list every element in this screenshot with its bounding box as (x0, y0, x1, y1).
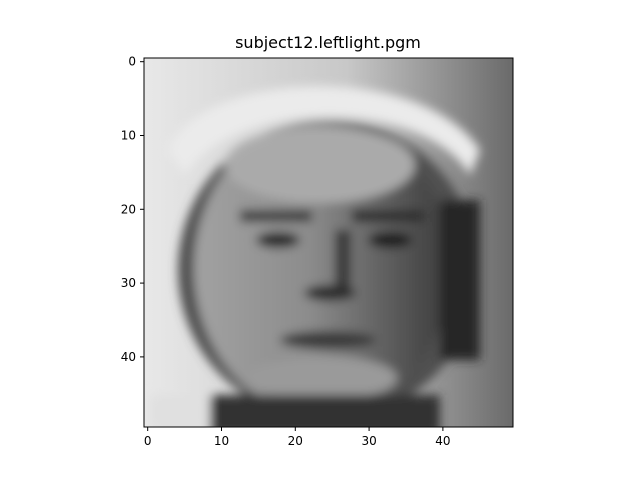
x-tick-label: 20 (288, 434, 303, 448)
y-tick-label: 10 (121, 128, 136, 142)
nostrils (304, 285, 356, 301)
forehead (225, 127, 415, 203)
x-tick-label: 0 (144, 434, 152, 448)
right-shadow (440, 200, 480, 360)
face-region (194, 120, 450, 416)
nose-shadow (335, 230, 351, 290)
y-tick-label: 40 (121, 350, 136, 364)
collar-light (150, 395, 210, 427)
right-eye (368, 232, 412, 248)
x-tick-label: 40 (435, 434, 450, 448)
y-axis-ticks: 0 10 20 30 40 (121, 55, 144, 364)
chin (247, 356, 397, 400)
y-tick-label: 20 (121, 202, 136, 216)
x-axis-ticks: 0 10 20 30 40 (144, 427, 451, 448)
chart-title: subject12.leftlight.pgm (235, 33, 421, 52)
x-tick-label: 30 (361, 434, 376, 448)
cap-band (168, 86, 480, 175)
neck-region (210, 395, 440, 427)
mouth (280, 331, 376, 349)
left-eye (256, 232, 300, 248)
x-tick-label: 10 (214, 434, 229, 448)
left-eyebrow (240, 210, 312, 222)
y-tick-label: 0 (128, 55, 136, 69)
heatmap-image (144, 58, 513, 427)
axes-frame (143, 57, 514, 428)
right-eyebrow (352, 210, 424, 222)
y-tick-label: 30 (121, 276, 136, 290)
